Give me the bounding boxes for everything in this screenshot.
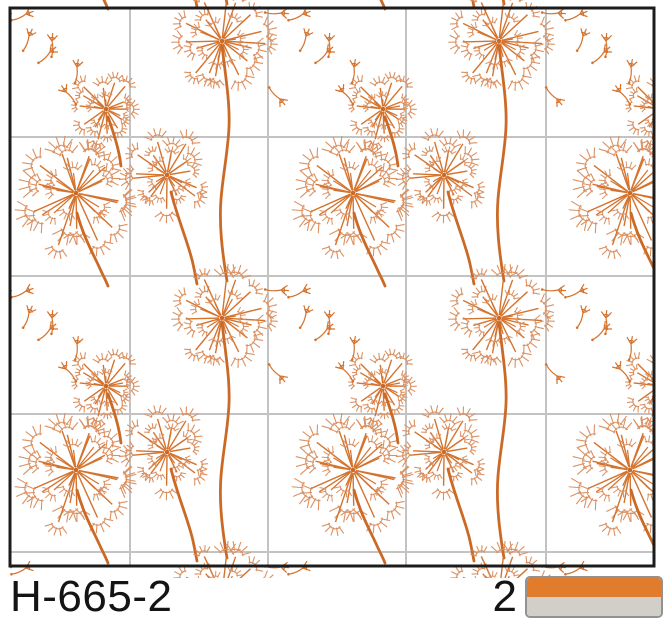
color-swatch	[525, 576, 663, 618]
swatch-orange-half	[527, 578, 661, 597]
swatch-gray-half	[527, 597, 661, 616]
variant-number: 2	[492, 572, 517, 621]
variant-group: 2	[493, 575, 663, 619]
caption-bar: H-665-2 2	[0, 570, 666, 624]
product-code: H-665-2	[10, 572, 173, 621]
